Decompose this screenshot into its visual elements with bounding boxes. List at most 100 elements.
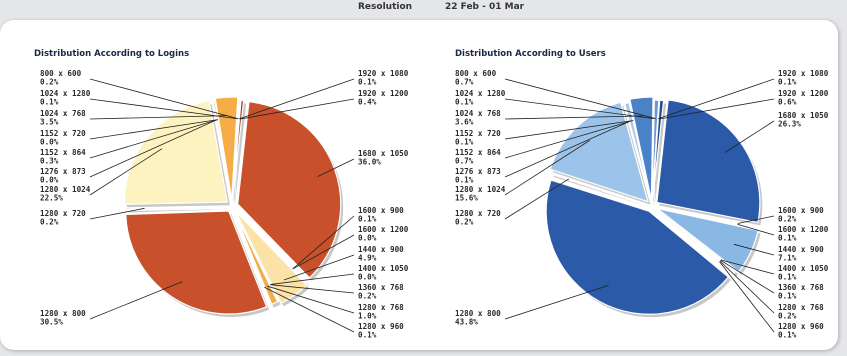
slice-percent: 15.6% (455, 194, 478, 203)
slice-label: 1280 x 768 (778, 303, 824, 312)
leader-lines (504, 78, 775, 333)
pie-slice (233, 207, 307, 284)
slice-label: 1400 x 1050 (778, 264, 829, 273)
leader-line (292, 234, 355, 270)
slice-label: 1280 x 720 (455, 209, 501, 218)
slice-label: 1440 x 900 (778, 245, 824, 254)
slice-label: 1360 x 768 (358, 283, 404, 292)
leader-line (737, 223, 775, 236)
slice-label: 1152 x 864 (455, 148, 501, 157)
leader-line (283, 254, 355, 281)
pie-chart-1: Distribution According to Logins 1680 x 1… (34, 49, 409, 340)
slice-label: 1400 x 1050 (358, 264, 409, 273)
slice-label: 1920 x 1200 (358, 89, 409, 98)
slice-label: 1600 x 900 (778, 206, 824, 215)
slice-label: 1920 x 1080 (358, 69, 409, 78)
slice-percent: 0.6% (778, 98, 797, 107)
leader-line (264, 286, 355, 333)
slice-label: 1280 x 960 (778, 322, 824, 331)
leader-line (657, 78, 775, 120)
pie-slice (654, 206, 757, 230)
leader-line (504, 120, 632, 159)
leader-line (504, 98, 654, 119)
leader-line (737, 215, 775, 224)
slice-label: 1280 x 720 (40, 209, 86, 218)
slice-shadow (234, 103, 244, 207)
slice-label: 1920 x 1200 (778, 89, 829, 98)
slice-percent: 26.3% (778, 120, 801, 129)
slice-shadow (128, 209, 232, 213)
slice-percent: 0.1% (455, 98, 474, 107)
leader-line (719, 260, 775, 314)
slice-label: 1152 x 720 (455, 129, 501, 138)
slice-percent: 1.0% (358, 312, 377, 321)
leader-line (89, 119, 217, 178)
pie-slice (651, 99, 665, 204)
slice-percent: 0.1% (358, 215, 377, 224)
slice-label: 1600 x 900 (358, 206, 404, 215)
pie-slice (212, 100, 233, 204)
leader-line (720, 259, 775, 294)
slice-percent: 43.8% (455, 318, 478, 327)
slice-label: 1440 x 900 (358, 245, 404, 254)
slice-percent: 22.5% (40, 194, 63, 203)
slice-percent: 0.3% (40, 157, 59, 166)
slice-percent: 0.1% (778, 331, 797, 340)
leader-line (317, 158, 355, 177)
slice-label: 1276 x 873 (455, 167, 501, 176)
slice-label: 1024 x 1280 (40, 89, 91, 98)
pie-slice (214, 96, 239, 201)
slice-percent: 30.5% (40, 318, 63, 327)
slice-label: 1600 x 1200 (358, 225, 409, 234)
slice-label: 1280 x 800 (455, 309, 501, 318)
leader-line (89, 281, 183, 320)
slice-percent: 36.0% (358, 158, 381, 167)
slice-percent: 0.1% (455, 138, 474, 147)
slice-percent: 4.9% (358, 254, 377, 263)
slice-label: 800 x 600 (40, 69, 82, 78)
leader-line (89, 148, 163, 196)
pie-slice (628, 101, 652, 204)
pie-slices (545, 96, 761, 315)
pie-slice (237, 101, 342, 279)
leader-line (720, 259, 775, 275)
leader-line (89, 119, 218, 159)
leader-line (504, 78, 656, 120)
slice-shadow (654, 103, 667, 207)
pie-slice (232, 208, 273, 306)
slice-percent: 0.1% (455, 176, 474, 185)
slice-percent: 7.1% (778, 254, 797, 263)
slice-percent: 0.2% (455, 218, 474, 227)
slice-percent: 3.6% (455, 118, 474, 127)
slice-label: 1152 x 720 (40, 129, 86, 138)
slice-percent: 0.0% (40, 176, 59, 185)
slice-label: 1024 x 1280 (455, 89, 506, 98)
slice-percent: 0.7% (455, 157, 474, 166)
slice-label: 1280 x 768 (358, 303, 404, 312)
slice-percent: 3.5% (40, 118, 59, 127)
slice-percent: 0.0% (40, 138, 59, 147)
slice-percent: 0.2% (40, 78, 59, 87)
slice-label: 1360 x 768 (778, 283, 824, 292)
pie-slice (125, 205, 230, 211)
slice-percent: 0.0% (358, 273, 377, 282)
pie-slice (545, 179, 730, 315)
pie-chart-2: Distribution According to Users 1680 x 10… (455, 49, 829, 340)
leader-line (504, 284, 609, 320)
slice-label: 800 x 600 (455, 69, 497, 78)
leader-line (504, 178, 570, 220)
leader-line (504, 121, 630, 178)
slice-label: 1600 x 1200 (778, 225, 829, 234)
slice-percent: 0.2% (40, 218, 59, 227)
slice-shadow (234, 103, 247, 207)
slice-label: 1276 x 873 (40, 167, 86, 176)
slice-percent: 0.1% (358, 331, 377, 340)
leader-line (89, 119, 219, 140)
slice-shadow (553, 175, 652, 209)
slice-label: 1024 x 768 (455, 109, 501, 118)
slice-percent: 0.1% (358, 78, 377, 87)
leader-line (270, 273, 355, 285)
